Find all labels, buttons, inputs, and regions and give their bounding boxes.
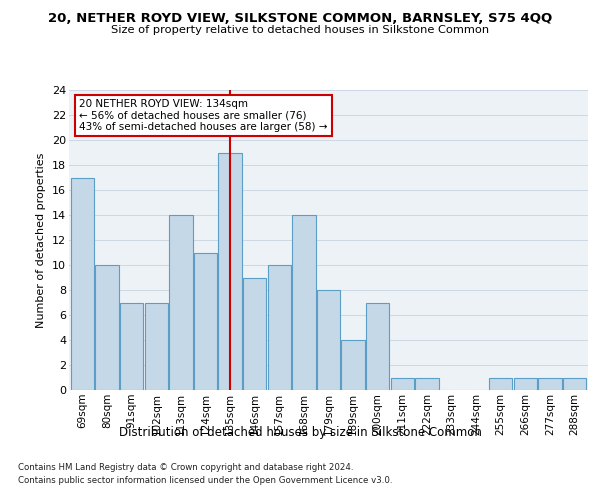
Bar [243, 278, 266, 390]
Bar [391, 378, 414, 390]
Bar [218, 152, 242, 390]
Bar [169, 215, 193, 390]
Bar [366, 302, 389, 390]
Text: Contains public sector information licensed under the Open Government Licence v3: Contains public sector information licen… [18, 476, 392, 485]
Text: Distribution of detached houses by size in Silkstone Common: Distribution of detached houses by size … [119, 426, 481, 439]
Bar [341, 340, 365, 390]
Text: 20, NETHER ROYD VIEW, SILKSTONE COMMON, BARNSLEY, S75 4QQ: 20, NETHER ROYD VIEW, SILKSTONE COMMON, … [48, 12, 552, 26]
Bar [563, 378, 586, 390]
Text: Size of property relative to detached houses in Silkstone Common: Size of property relative to detached ho… [111, 25, 489, 35]
Bar [514, 378, 537, 390]
Bar [95, 265, 119, 390]
Bar [120, 302, 143, 390]
Bar [489, 378, 512, 390]
Bar [268, 265, 291, 390]
Text: Contains HM Land Registry data © Crown copyright and database right 2024.: Contains HM Land Registry data © Crown c… [18, 464, 353, 472]
Bar [292, 215, 316, 390]
Bar [145, 302, 168, 390]
Bar [538, 378, 562, 390]
Bar [317, 290, 340, 390]
Y-axis label: Number of detached properties: Number of detached properties [37, 152, 46, 328]
Bar [71, 178, 94, 390]
Bar [194, 252, 217, 390]
Bar [415, 378, 439, 390]
Text: 20 NETHER ROYD VIEW: 134sqm
← 56% of detached houses are smaller (76)
43% of sem: 20 NETHER ROYD VIEW: 134sqm ← 56% of det… [79, 99, 328, 132]
